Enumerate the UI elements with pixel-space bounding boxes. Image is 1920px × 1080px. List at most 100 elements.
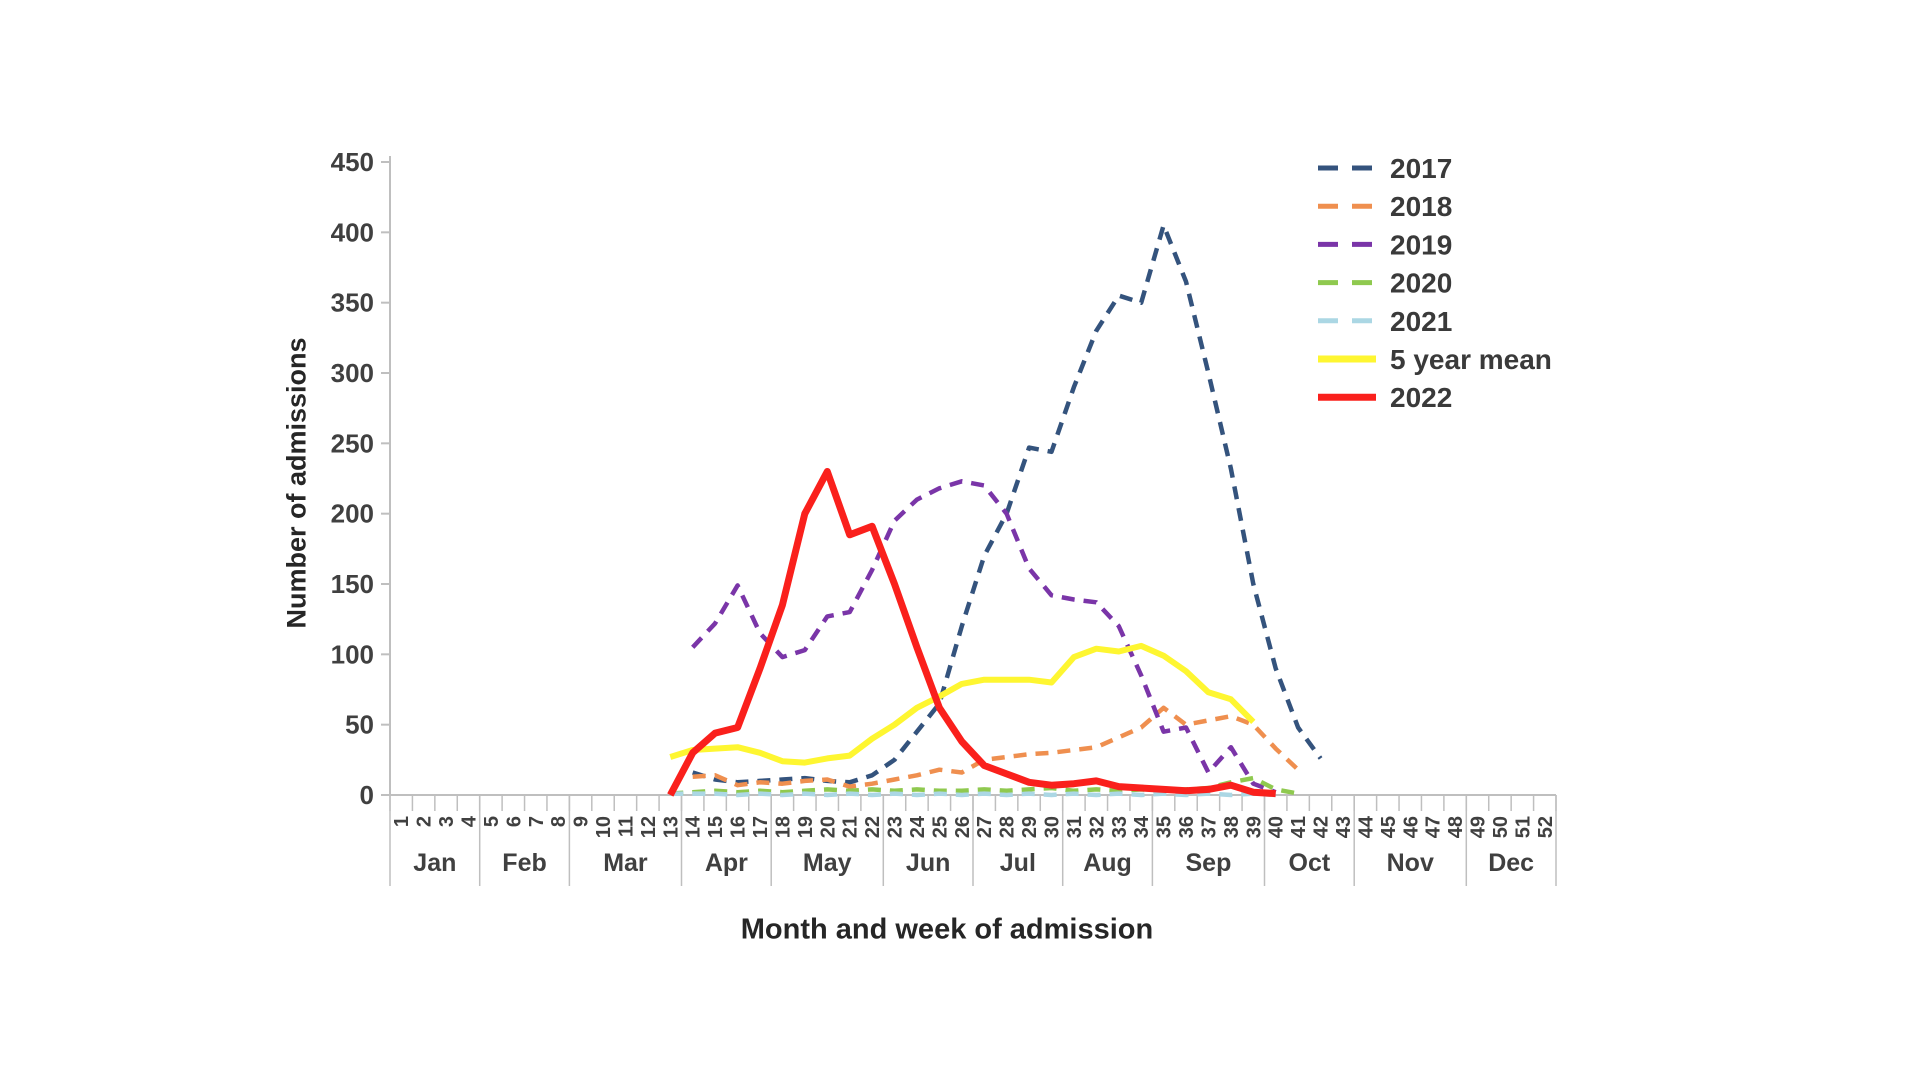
week-label-31: 31 [1064, 816, 1086, 838]
y-tick-label-350: 350 [331, 288, 374, 318]
legend-label-2019: 2019 [1390, 229, 1452, 260]
y-tick-label-150: 150 [331, 569, 374, 599]
x-axis-weeks: 1 2 3 4 5 6 7 8 9 10 11 12 13 14 15 16 17 18 19 20 21 22 23 24 2… [389, 794, 1557, 838]
legend-label-2022: 2022 [1390, 382, 1452, 413]
series-2018-line [692, 705, 1300, 789]
week-label-40: 40 [1266, 816, 1288, 838]
y-tick-label-450: 450 [331, 147, 374, 177]
week-label-37: 37 [1198, 816, 1220, 838]
week-label-46: 46 [1400, 816, 1422, 838]
x-axis-months: Jan Feb Mar Apr May Jun Jul Aug Sep Oct Nov Dec [389, 795, 1557, 886]
week-label-36: 36 [1176, 816, 1198, 838]
week-label-26: 26 [952, 816, 974, 838]
week-label-48: 48 [1445, 816, 1467, 838]
y-tick-label-50: 50 [345, 710, 374, 740]
week-label-10: 10 [593, 816, 615, 838]
week-label-18: 18 [772, 816, 794, 838]
month-label-oct: Oct [1289, 849, 1331, 877]
week-label-33: 33 [1109, 816, 1131, 838]
month-label-feb: Feb [502, 849, 546, 877]
y-tick-label-300: 300 [331, 358, 374, 388]
month-label-mar: Mar [603, 849, 648, 877]
month-label-jun: Jun [906, 849, 950, 877]
week-label-44: 44 [1355, 815, 1377, 838]
legend-item-2020: 2020 [1318, 268, 1452, 299]
week-label-35: 35 [1154, 816, 1176, 838]
week-label-41: 41 [1288, 816, 1310, 838]
series-lines [667, 223, 1323, 798]
month-label-jul: Jul [1000, 849, 1036, 877]
series-2017-line [692, 223, 1323, 785]
week-label-13: 13 [660, 816, 682, 838]
week-label-42: 42 [1311, 816, 1333, 838]
week-label-3: 3 [436, 816, 458, 827]
week-label-1: 1 [391, 816, 413, 827]
week-label-21: 21 [840, 816, 862, 838]
legend-item-5-year-mean: 5 year mean [1318, 344, 1552, 375]
y-axis: 0 50 100 150 200 250 300 350 400 450 [331, 147, 391, 810]
legend-item-2017: 2017 [1318, 153, 1452, 184]
week-label-43: 43 [1333, 816, 1355, 838]
week-label-16: 16 [728, 816, 750, 838]
week-label-19: 19 [795, 816, 817, 838]
legend-label-2017: 2017 [1390, 153, 1452, 184]
y-axis-title: Number of admissions [281, 337, 312, 629]
week-label-49: 49 [1468, 816, 1490, 838]
y-tick-label-0: 0 [360, 780, 374, 810]
week-label-45: 45 [1378, 816, 1400, 838]
legend: 2017 2018 2019 2020 2021 5 year mean 2022 [1318, 153, 1552, 413]
month-label-may: May [803, 849, 852, 877]
month-label-aug: Aug [1083, 849, 1132, 877]
series-2019-line [691, 479, 1277, 795]
week-label-12: 12 [638, 816, 660, 838]
month-label-nov: Nov [1387, 849, 1434, 877]
week-label-6: 6 [503, 816, 525, 827]
legend-label-2021: 2021 [1390, 306, 1452, 337]
week-label-47: 47 [1423, 816, 1445, 838]
week-label-27: 27 [974, 816, 996, 838]
week-label-11: 11 [615, 816, 637, 837]
week-label-25: 25 [929, 816, 951, 838]
y-tick-label-400: 400 [331, 217, 374, 247]
week-label-17: 17 [750, 816, 772, 838]
week-label-8: 8 [548, 816, 570, 827]
week-label-14: 14 [683, 815, 705, 838]
week-label-9: 9 [571, 816, 593, 827]
week-label-38: 38 [1221, 816, 1243, 838]
y-tick-label-250: 250 [331, 428, 374, 458]
month-label-sep: Sep [1186, 849, 1232, 877]
legend-label-2020: 2020 [1390, 268, 1452, 299]
series-5-year-mean-line [669, 642, 1256, 766]
week-label-20: 20 [817, 816, 839, 838]
month-label-apr: Apr [705, 849, 748, 877]
legend-label-2018: 2018 [1390, 191, 1452, 222]
legend-item-2019: 2019 [1318, 229, 1452, 260]
week-label-52: 52 [1535, 816, 1557, 838]
week-label-22: 22 [862, 816, 884, 838]
week-label-23: 23 [885, 816, 907, 838]
month-label-dec: Dec [1488, 849, 1534, 877]
series-2020-line [670, 775, 1299, 796]
week-label-28: 28 [997, 816, 1019, 838]
week-label-2: 2 [414, 816, 436, 827]
week-label-29: 29 [1019, 816, 1041, 838]
y-tick-label-100: 100 [331, 639, 374, 669]
week-label-34: 34 [1131, 815, 1153, 838]
x-axis-title: Month and week of admission [740, 913, 1154, 946]
week-label-7: 7 [526, 816, 548, 827]
legend-item-2022: 2022 [1318, 382, 1452, 413]
legend-item-2018: 2018 [1318, 191, 1452, 222]
week-label-39: 39 [1243, 816, 1265, 838]
week-label-24: 24 [907, 815, 929, 838]
week-label-15: 15 [705, 816, 727, 838]
week-label-5: 5 [481, 816, 503, 827]
series-2022-line [667, 468, 1276, 798]
week-label-32: 32 [1086, 816, 1108, 838]
y-tick-label-200: 200 [331, 499, 374, 529]
legend-label-5-year-mean: 5 year mean [1390, 344, 1552, 375]
week-label-51: 51 [1512, 816, 1534, 838]
week-label-4: 4 [458, 815, 480, 827]
month-label-jan: Jan [413, 849, 456, 877]
week-label-30: 30 [1041, 816, 1063, 838]
